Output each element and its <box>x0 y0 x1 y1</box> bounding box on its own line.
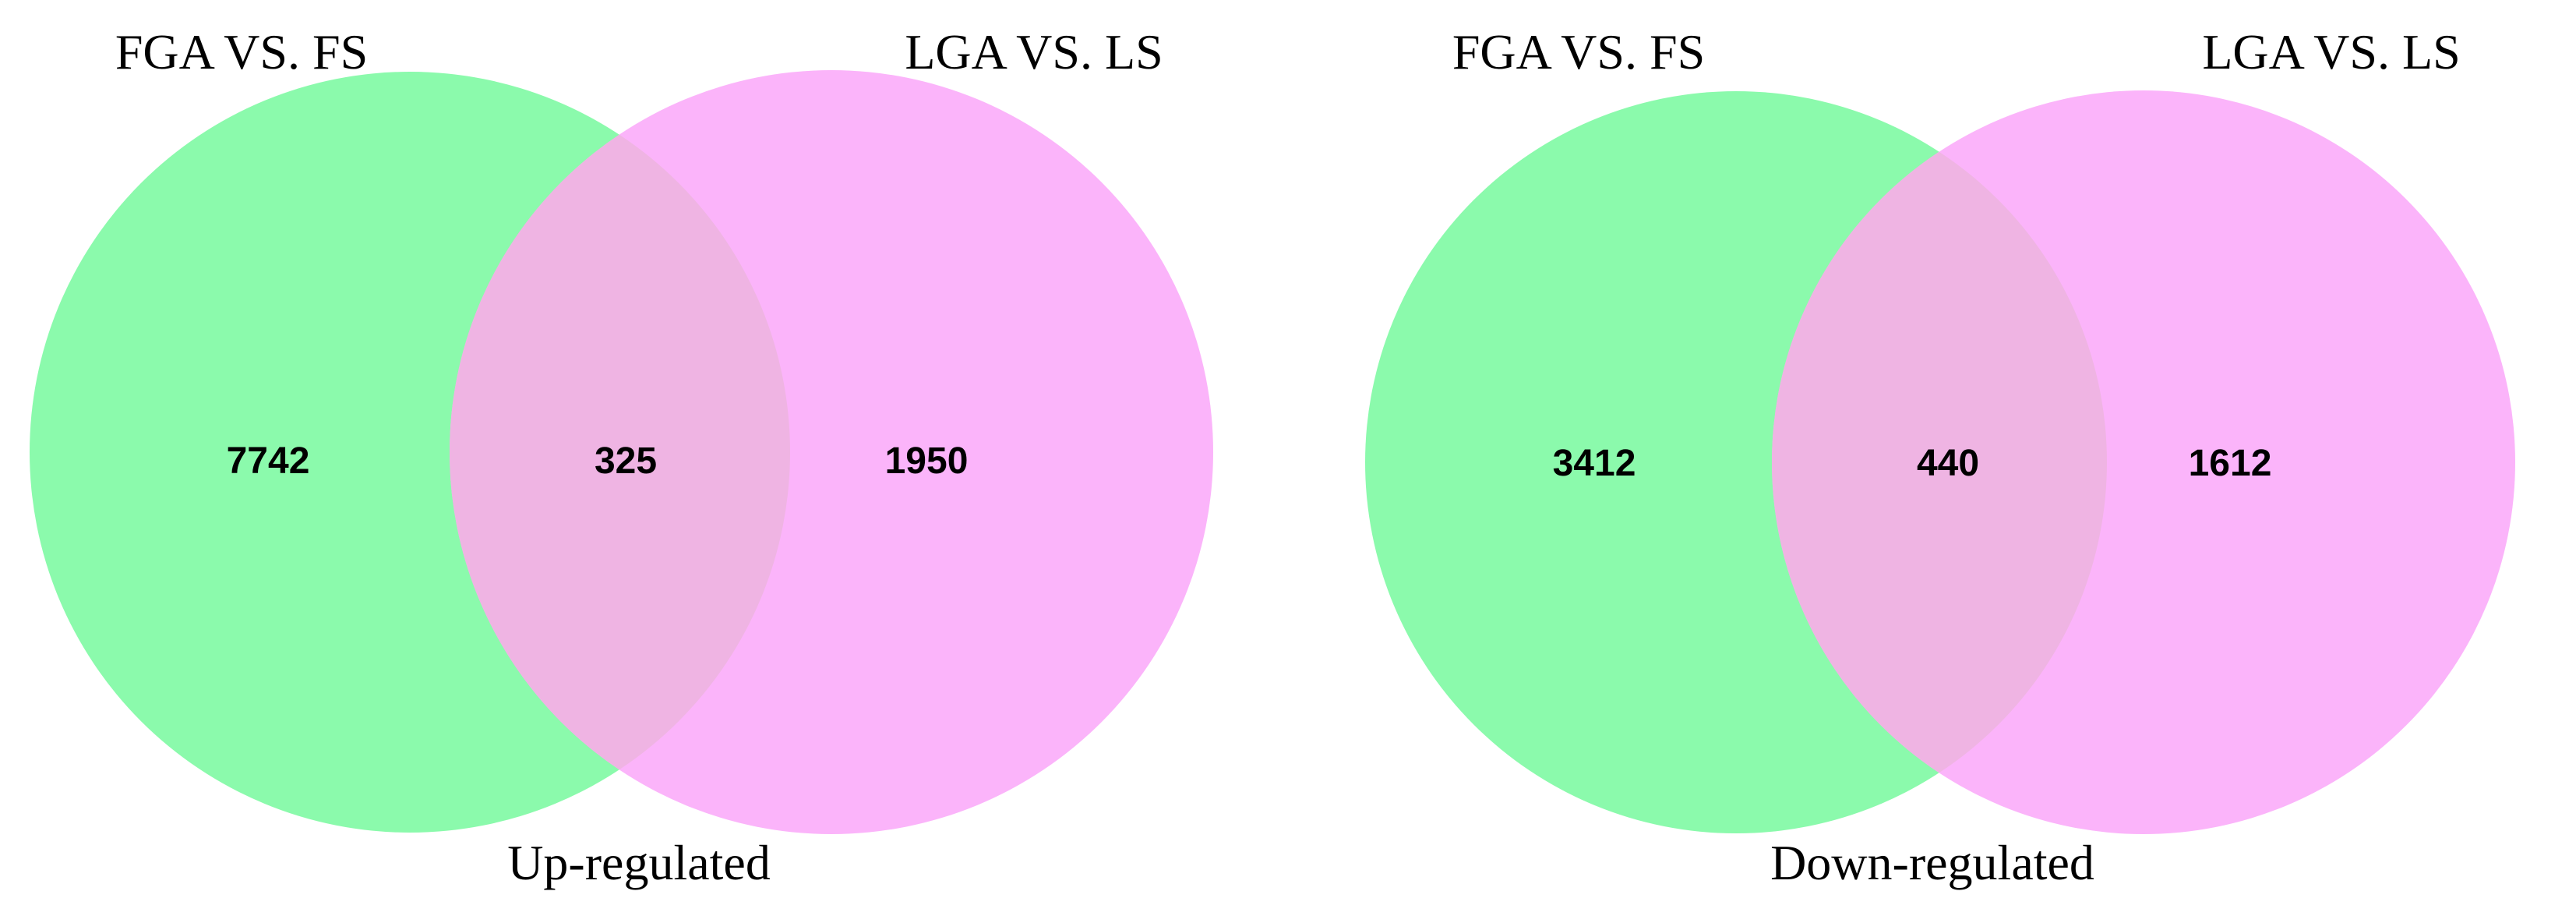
up-right-unique-count: 1950 <box>885 440 969 482</box>
up-right-set-title: LGA VS. LS <box>905 24 1163 80</box>
down-right-unique-count: 1612 <box>2189 443 2272 484</box>
down-right-set-title: LGA VS. LS <box>2202 24 2460 80</box>
down-left-set-title: FGA VS. FS <box>1452 24 1705 80</box>
down-intersection-count: 440 <box>1917 443 1979 484</box>
down-left-unique-count: 3412 <box>1553 443 1636 484</box>
up-intersection-count: 325 <box>595 440 657 482</box>
up-overlap-region <box>450 72 790 833</box>
down-caption: Down-regulated <box>1770 835 2094 890</box>
up-left-unique-count: 7742 <box>227 440 310 482</box>
venn-panel-down-regulated: FGA VS. FS LGA VS. LS 3412 440 1612 Down… <box>1365 24 2515 890</box>
up-left-set-title: FGA VS. FS <box>115 24 368 80</box>
up-caption: Up-regulated <box>507 835 771 890</box>
down-overlap-region <box>1772 91 2107 833</box>
venn-panel-up-regulated: FGA VS. FS LGA VS. LS 7742 325 1950 Up-r… <box>30 24 1213 890</box>
